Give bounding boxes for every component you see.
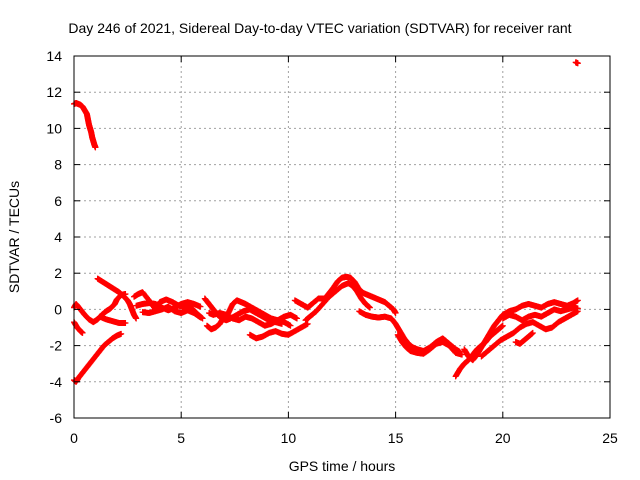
x-tick-label: 10 [281, 430, 297, 446]
data-point [79, 329, 86, 336]
grid [74, 56, 610, 418]
y-tick-label: -6 [50, 410, 63, 426]
data-point [392, 310, 399, 317]
series-arc-e [94, 275, 140, 322]
series-arc-a [71, 100, 99, 151]
data-point [499, 322, 506, 329]
series-arc-d [71, 330, 125, 385]
x-tick-label: 15 [388, 430, 404, 446]
plot-frame [73, 55, 611, 419]
data-point [118, 330, 125, 337]
x-tick-label: 25 [602, 430, 618, 446]
series-arc-c [71, 319, 86, 336]
series-arc-s [461, 297, 581, 364]
series-arc-i [139, 303, 204, 321]
y-tick-label: 0 [54, 301, 62, 317]
series-arc-l [206, 310, 300, 329]
series-arc-w [572, 59, 581, 67]
x-tick-label: 0 [70, 430, 78, 446]
data-point [574, 60, 581, 67]
series-arc-q [394, 331, 466, 358]
x-tick-label: 20 [495, 430, 511, 446]
y-tick-label: 14 [46, 48, 62, 64]
data-point [304, 320, 311, 327]
y-tick-label: -4 [50, 374, 63, 390]
series-arc-m [246, 320, 311, 342]
data-point [293, 315, 300, 322]
series-arc-k [203, 297, 294, 333]
x-axis-label: GPS time / hours [289, 458, 396, 474]
chart-title: Day 246 of 2021, Sidereal Day-to-day VTE… [68, 20, 571, 36]
data-point [133, 315, 140, 322]
data-point [122, 319, 129, 326]
data-point [197, 303, 204, 310]
data-point [287, 322, 294, 329]
y-tick-label: 10 [46, 120, 62, 136]
data-point [529, 329, 536, 336]
series-arc-t [478, 308, 581, 360]
x-tick-label: 5 [177, 430, 185, 446]
series-arc-u [499, 304, 581, 324]
data-point [92, 144, 99, 151]
series-arc-n [291, 273, 399, 317]
data-point [459, 351, 466, 358]
y-tick-label: 12 [46, 84, 62, 100]
data-point [197, 314, 204, 321]
y-axis-label: SDTVAR / TECUs [6, 181, 22, 293]
y-tick-label: 8 [54, 157, 62, 173]
y-tick-label: 4 [54, 229, 62, 245]
series-arc-b [71, 291, 129, 326]
y-tick-label: -2 [50, 338, 63, 354]
y-tick-label: 2 [54, 265, 62, 281]
data-point [574, 305, 581, 312]
series-arc-f [96, 313, 129, 326]
axes: 0 5 10 15 20 25 -6 -4 -2 0 2 4 6 8 10 12 14 [46, 48, 618, 446]
series-arc-v [512, 329, 536, 347]
data-point [574, 297, 581, 304]
y-tick-label: 6 [54, 193, 62, 209]
data-points [71, 59, 581, 385]
series-arc-o [302, 280, 373, 324]
data-point [366, 304, 373, 311]
